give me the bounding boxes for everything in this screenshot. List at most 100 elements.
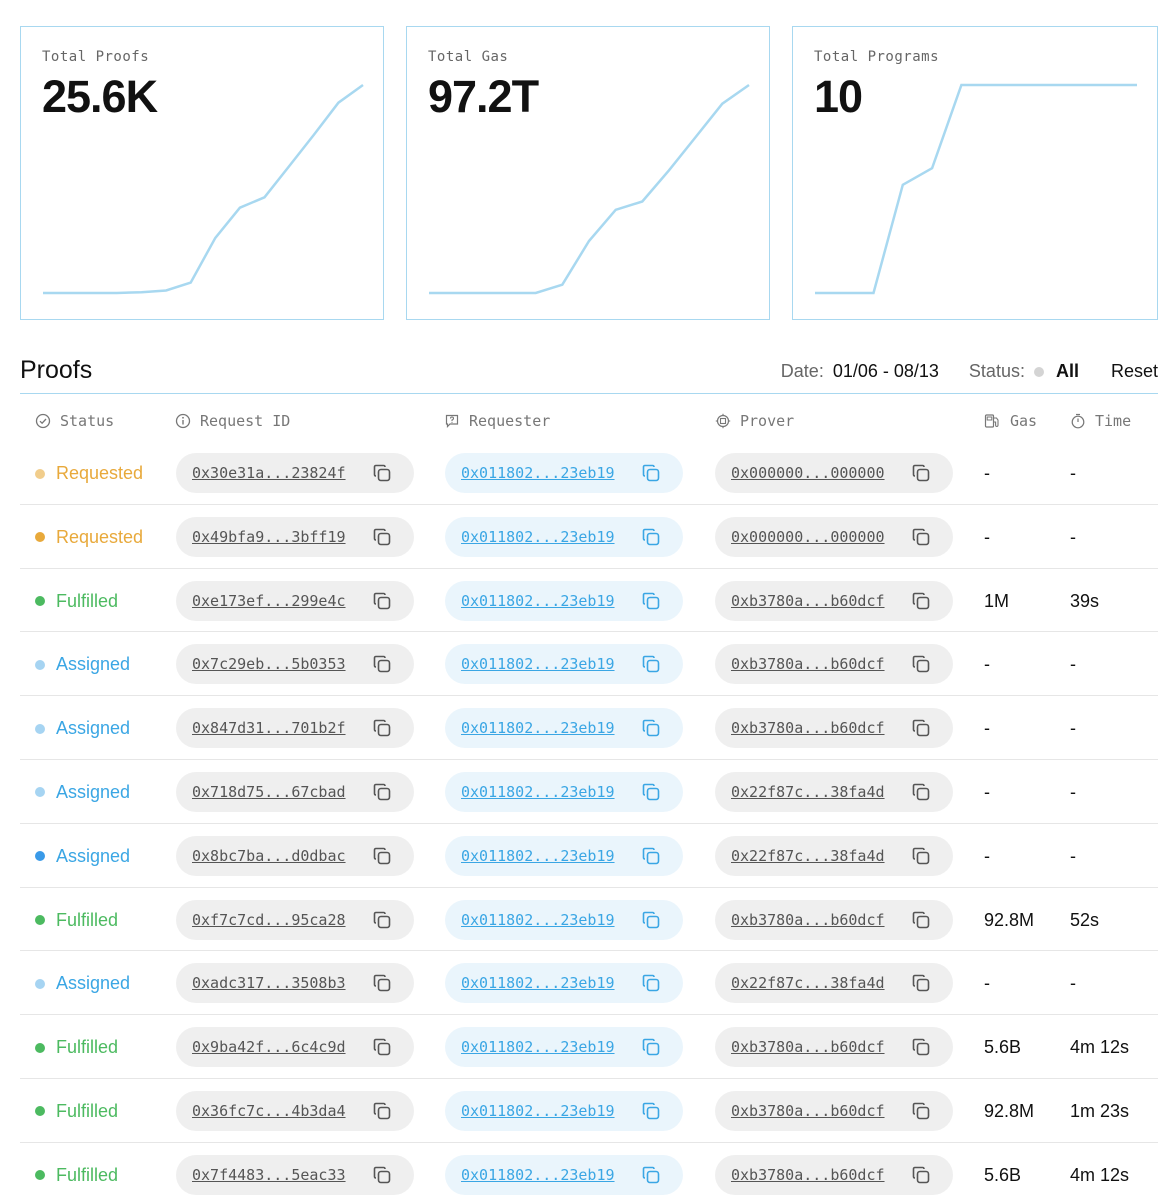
prover-pill[interactable]: 0xb3780a...b60dcf [715,580,953,621]
requester-pill[interactable]: 0x011802...23eb19 [445,963,683,1004]
prover-link[interactable]: 0xb3780a...b60dcf [731,1038,885,1057]
table-row[interactable]: Fulfilled 0xf7c7cd...95ca28 0x011802...23e… [20,888,1158,952]
prover-pill[interactable]: 0xb3780a...b60dcf [715,644,953,685]
prover-pill[interactable]: 0xb3780a...b60dcf [715,708,953,749]
request-id-pill[interactable]: 0x30e31a...23824f [176,453,414,493]
request-id-pill[interactable]: 0x847d31...701b2f [176,708,414,749]
prover-link[interactable]: 0xb3780a...b60dcf [731,655,885,674]
requester-link[interactable]: 0x011802...23eb19 [461,1038,615,1057]
prover-pill[interactable]: 0x22f87c...38fa4d [715,771,953,812]
copy-icon[interactable] [911,1165,931,1185]
copy-icon[interactable] [911,1037,931,1057]
copy-icon[interactable] [911,654,931,674]
request-id-link[interactable]: 0x36fc7c...4b3da4 [192,1101,346,1120]
request-id-pill[interactable]: 0xe173ef...299e4c [176,580,414,621]
copy-icon[interactable] [372,591,392,611]
column-header-request-id[interactable]: Request ID [175,412,290,430]
requester-pill[interactable]: 0x011802...23eb19 [445,1027,683,1068]
copy-icon[interactable] [911,910,931,930]
prover-pill[interactable]: 0xb3780a...b60dcf [715,1027,953,1068]
copy-icon[interactable] [372,463,392,483]
request-id-pill[interactable]: 0x36fc7c...4b3da4 [176,1090,414,1131]
copy-icon[interactable] [372,718,392,738]
copy-icon[interactable] [911,973,931,993]
copy-icon[interactable] [372,973,392,993]
copy-icon[interactable] [372,654,392,674]
requester-pill[interactable]: 0x011802...23eb19 [445,835,683,876]
request-id-link[interactable]: 0xadc317...3508b3 [192,974,346,993]
request-id-link[interactable]: 0x7c29eb...5b0353 [192,655,346,674]
copy-icon[interactable] [372,1165,392,1185]
copy-icon[interactable] [641,846,661,866]
prover-link[interactable]: 0xb3780a...b60dcf [731,719,885,738]
prover-pill[interactable]: 0xb3780a...b60dcf [715,1154,953,1195]
requester-pill[interactable]: 0x011802...23eb19 [445,899,683,940]
copy-icon[interactable] [372,527,392,547]
copy-icon[interactable] [641,591,661,611]
column-header-time[interactable]: Time [1070,412,1131,430]
table-row[interactable]: Requested 0x49bfa9...3bff19 0x011802...23e… [20,505,1158,569]
requester-link[interactable]: 0x011802...23eb19 [461,846,615,865]
copy-icon[interactable] [911,591,931,611]
copy-icon[interactable] [372,782,392,802]
copy-icon[interactable] [641,527,661,547]
copy-icon[interactable] [641,1101,661,1121]
requester-link[interactable]: 0x011802...23eb19 [461,464,615,482]
request-id-pill[interactable]: 0x8bc7ba...d0dbac [176,835,414,876]
requester-pill[interactable]: 0x011802...23eb19 [445,644,683,685]
requester-pill[interactable]: 0x011802...23eb19 [445,453,683,493]
copy-icon[interactable] [641,463,661,483]
request-id-pill[interactable]: 0x9ba42f...6c4c9d [176,1027,414,1068]
copy-icon[interactable] [372,846,392,866]
prover-link[interactable]: 0xb3780a...b60dcf [731,910,885,929]
requester-pill[interactable]: 0x011802...23eb19 [445,1090,683,1131]
request-id-pill[interactable]: 0x7c29eb...5b0353 [176,644,414,685]
requester-pill[interactable]: 0x011802...23eb19 [445,708,683,749]
request-id-pill[interactable]: 0x718d75...67cbad [176,771,414,812]
requester-link[interactable]: 0x011802...23eb19 [461,1165,615,1184]
table-row[interactable]: Assigned 0x847d31...701b2f 0x011802...23eb… [20,696,1158,760]
status-filter-value[interactable]: All [1055,361,1079,381]
prover-link[interactable]: 0x000000...000000 [731,464,885,482]
prover-link[interactable]: 0xb3780a...b60dcf [731,1165,885,1184]
copy-icon[interactable] [641,718,661,738]
table-row[interactable]: Assigned 0x7c29eb...5b0353 0x011802...23eb… [20,632,1158,697]
request-id-link[interactable]: 0xe173ef...299e4c [192,591,346,610]
request-id-pill[interactable]: 0xf7c7cd...95ca28 [176,899,414,940]
copy-icon[interactable] [911,1101,931,1121]
request-id-link[interactable]: 0x9ba42f...6c4c9d [192,1038,346,1057]
table-row[interactable]: Assigned 0x8bc7ba...d0dbac 0x011802...23eb… [20,824,1158,888]
request-id-pill[interactable]: 0x49bfa9...3bff19 [176,516,414,557]
prover-pill[interactable]: 0xb3780a...b60dcf [715,1090,953,1131]
copy-icon[interactable] [641,654,661,674]
requester-link[interactable]: 0x011802...23eb19 [461,655,615,674]
reset-button[interactable]: Reset [1110,361,1158,381]
copy-icon[interactable] [911,463,931,483]
table-row[interactable]: Fulfilled 0xe173ef...299e4c 0x011802...23e… [20,569,1158,633]
request-id-link[interactable]: 0x718d75...67cbad [192,782,346,801]
copy-icon[interactable] [372,1101,392,1121]
prover-link[interactable]: 0xb3780a...b60dcf [731,1101,885,1120]
request-id-link[interactable]: 0x30e31a...23824f [192,464,346,482]
requester-pill[interactable]: 0x011802...23eb19 [445,771,683,812]
requester-pill[interactable]: 0x011802...23eb19 [445,516,683,557]
prover-link[interactable]: 0x000000...000000 [731,527,885,546]
table-row[interactable]: Fulfilled 0x7f4483...5eac33 0x011802...23e… [20,1143,1158,1200]
table-row[interactable]: Assigned 0x718d75...67cbad 0x011802...23eb… [20,760,1158,824]
prover-link[interactable]: 0x22f87c...38fa4d [731,782,885,801]
copy-icon[interactable] [372,910,392,930]
request-id-pill[interactable]: 0xadc317...3508b3 [176,963,414,1004]
column-header-status[interactable]: Status [35,412,114,430]
prover-pill[interactable]: 0xb3780a...b60dcf [715,899,953,940]
request-id-link[interactable]: 0x7f4483...5eac33 [192,1165,346,1184]
copy-icon[interactable] [641,782,661,802]
copy-icon[interactable] [641,1037,661,1057]
requester-link[interactable]: 0x011802...23eb19 [461,974,615,993]
copy-icon[interactable] [911,718,931,738]
requester-pill[interactable]: 0x011802...23eb19 [445,1154,683,1195]
prover-link[interactable]: 0xb3780a...b60dcf [731,591,885,610]
requester-link[interactable]: 0x011802...23eb19 [461,527,615,546]
table-row[interactable]: Fulfilled 0x9ba42f...6c4c9d 0x011802...23e… [20,1015,1158,1079]
copy-icon[interactable] [911,782,931,802]
copy-icon[interactable] [641,973,661,993]
